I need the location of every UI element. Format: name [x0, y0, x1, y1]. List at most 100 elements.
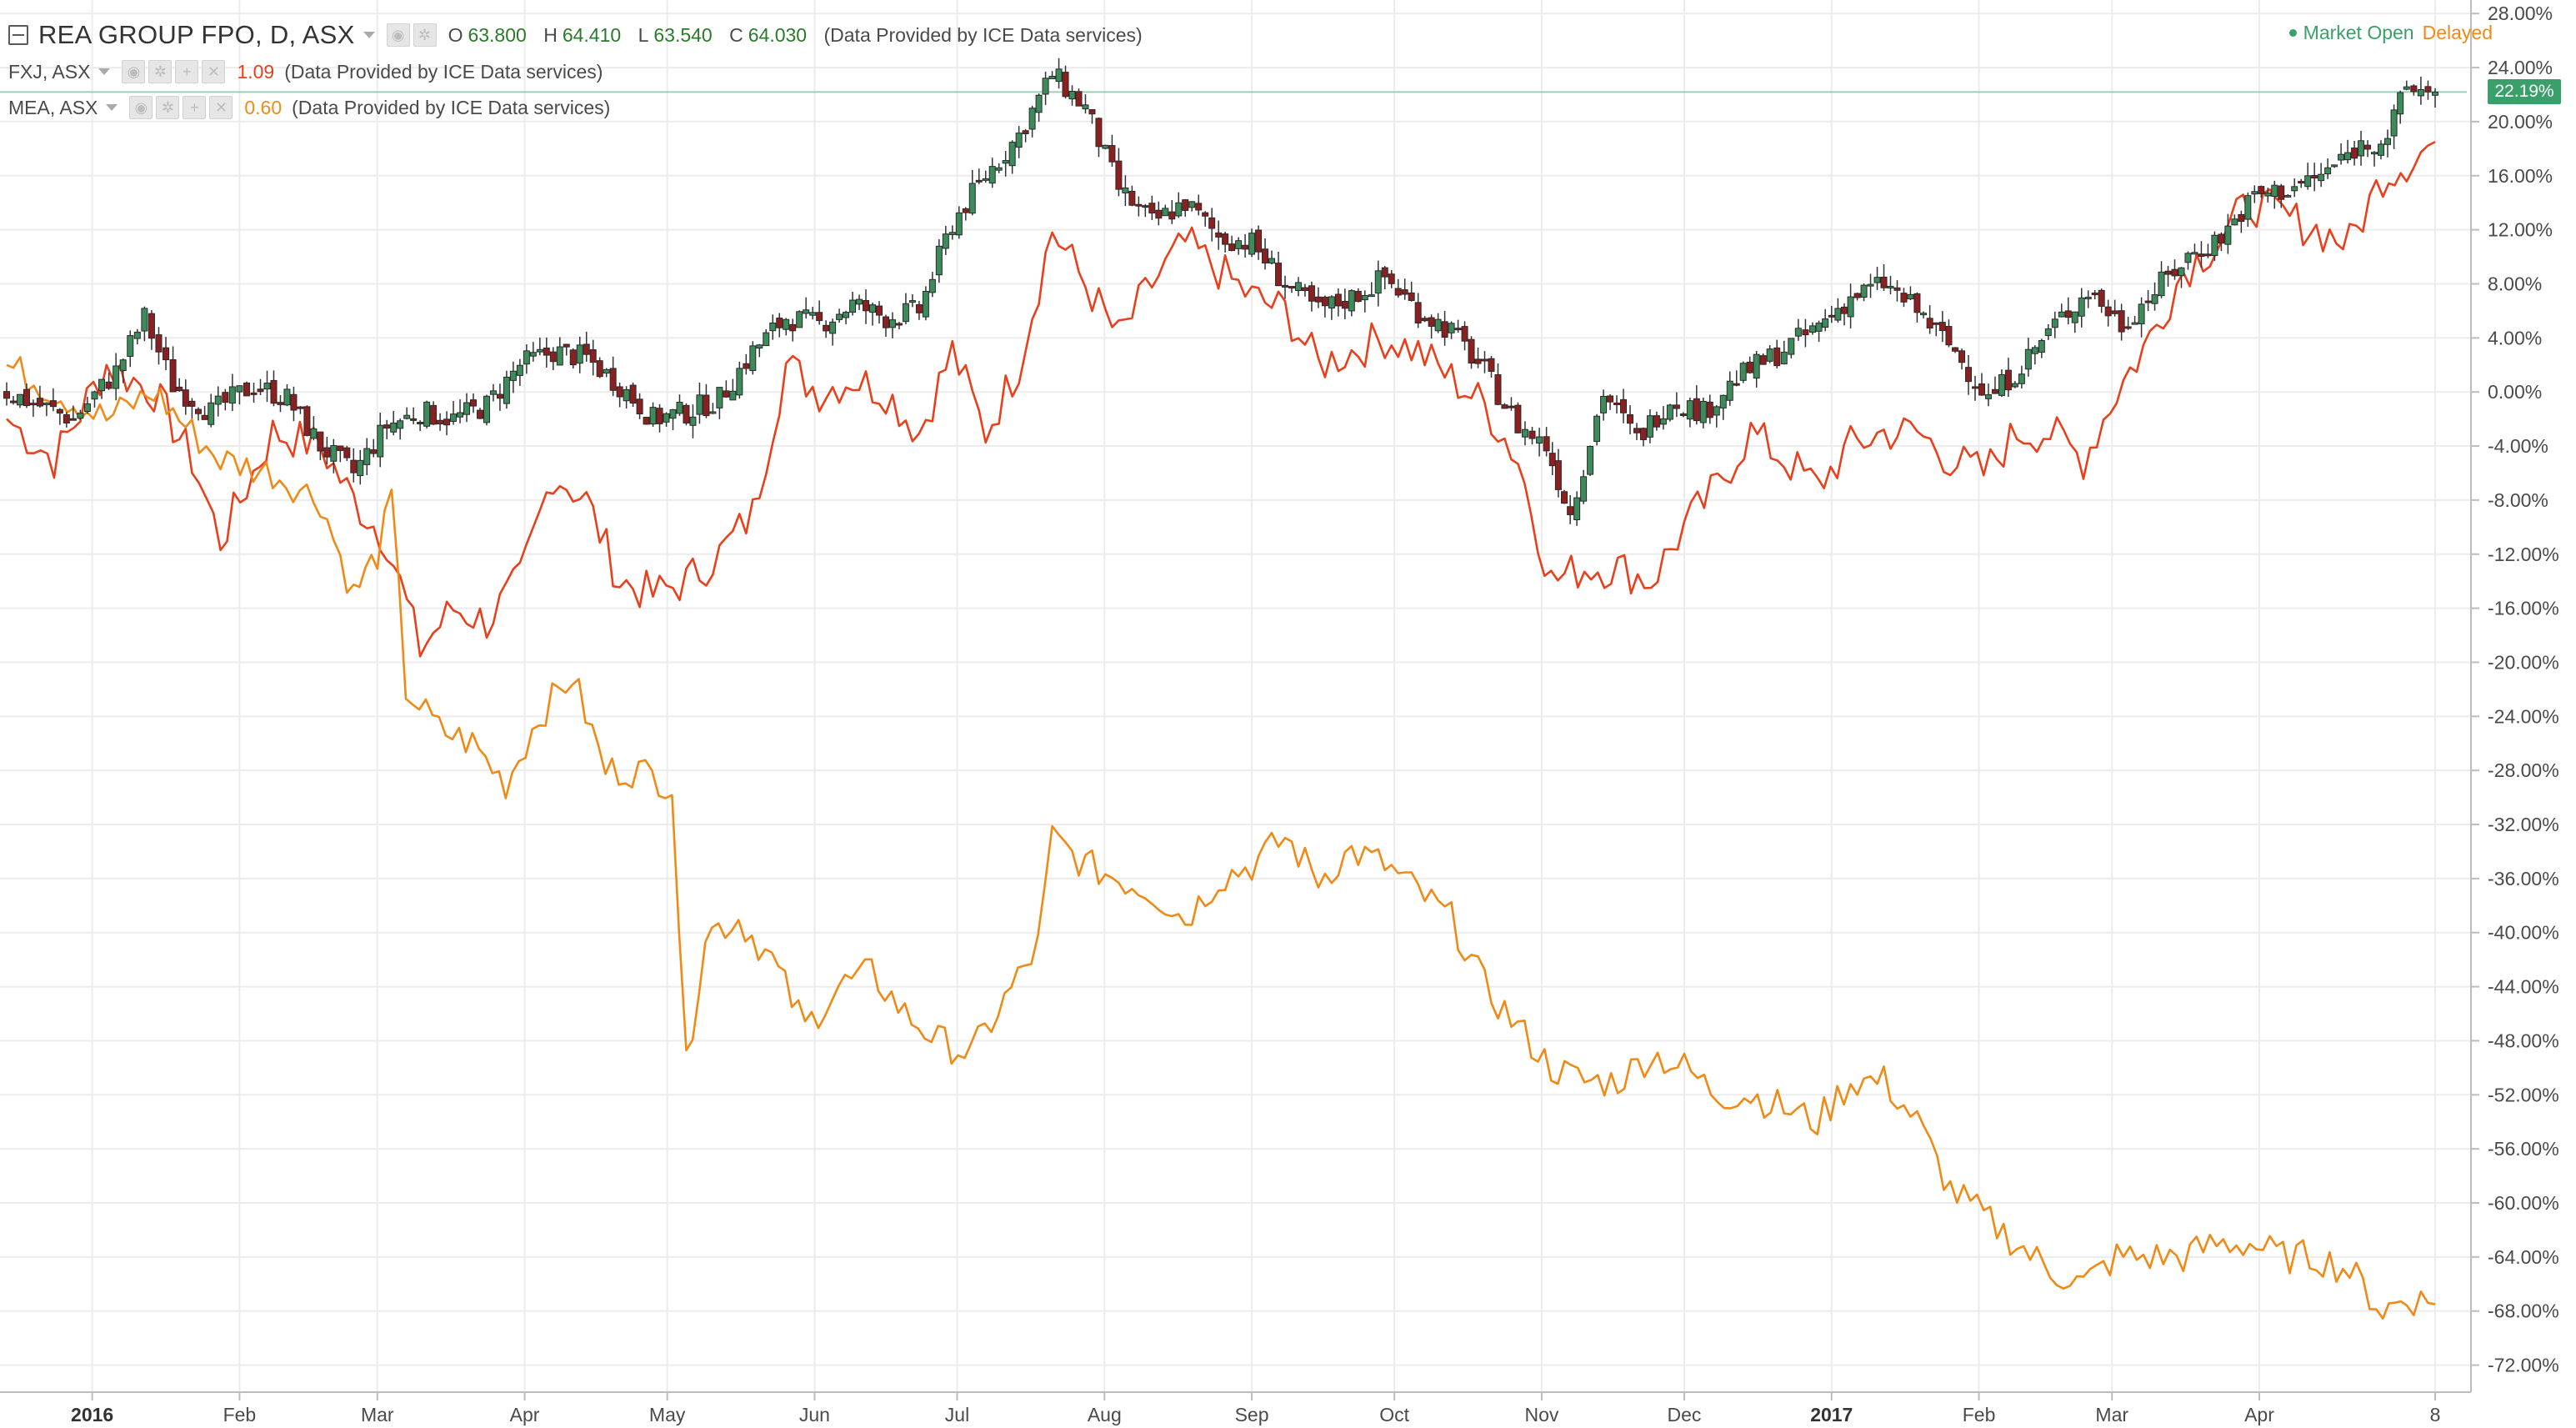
candle-body	[1341, 300, 1348, 309]
current-value-tag: 22.19%	[2488, 79, 2561, 105]
compare-symbol-label[interactable]: MEA, ASX	[8, 96, 98, 118]
eye-icon[interactable]: ◉	[122, 60, 146, 83]
candle-body	[569, 349, 577, 366]
candle-body	[1088, 109, 1096, 115]
candle-body	[1991, 388, 1998, 394]
plus-icon[interactable]: +	[175, 60, 199, 83]
price-axis[interactable]: 28.00% 24.00% 20.00% 16.00% 12.00% 8.00% 4.00%…	[2471, 3, 2559, 1376]
candle-body	[343, 447, 351, 458]
x-tick-label: Apr	[510, 1404, 540, 1425]
candle-body	[363, 448, 371, 465]
candle-body	[250, 392, 258, 395]
candle-body	[1155, 209, 1163, 219]
candle-body	[1659, 418, 1667, 425]
x-tick-label: May	[649, 1404, 686, 1425]
collapse-icon[interactable]	[8, 25, 28, 45]
candle-body	[113, 365, 120, 389]
candle-body	[2091, 292, 2098, 296]
candle-body	[1733, 383, 1740, 386]
candle-body	[457, 412, 464, 418]
close-icon[interactable]: ✕	[209, 96, 233, 119]
x-tick-label: Aug	[1088, 1404, 1122, 1425]
candle-body	[1639, 428, 1647, 440]
plus-icon[interactable]: +	[183, 96, 207, 119]
main-series-legend: REA GROUP FPO, D, ASX ◉ ✲ O 63.800 H 64.41…	[8, 18, 1143, 52]
candle-body	[1815, 323, 1823, 332]
candle-body	[1401, 289, 1408, 295]
candle-body	[1328, 296, 1335, 308]
candle-body	[2111, 310, 2118, 314]
settings-icon[interactable]: ✲	[148, 60, 173, 83]
candle-body	[1719, 394, 1727, 408]
candle-body	[1840, 306, 1848, 314]
candle-body	[796, 311, 803, 328]
x-tick-label: Jul	[945, 1404, 969, 1425]
candle-body	[643, 417, 650, 425]
eye-icon[interactable]: ◉	[129, 96, 153, 119]
candle-body	[133, 331, 141, 339]
candle-body	[1281, 284, 1288, 288]
settings-icon[interactable]: ✲	[413, 23, 437, 47]
candle-body	[1666, 404, 1673, 420]
candle-body	[1726, 380, 1733, 401]
candle-body	[576, 344, 583, 364]
candle-body	[736, 368, 743, 396]
candle-body	[2251, 191, 2258, 195]
time-axis[interactable]: 2016 Feb Mar Apr May Jun Jul Aug Sep Oct Nov Dec 201…	[71, 1392, 2440, 1425]
candle-body	[776, 318, 783, 328]
candle-body	[1334, 293, 1342, 307]
candle-body	[1374, 270, 1382, 294]
candle-body	[1543, 436, 1550, 452]
candle-body	[516, 364, 523, 376]
candle-body	[529, 352, 537, 357]
candle-body	[397, 420, 404, 429]
candle-body	[942, 233, 949, 249]
candle-body	[188, 400, 196, 407]
eye-icon[interactable]: ◉	[386, 23, 410, 47]
candle-body	[2124, 326, 2132, 329]
candle-body	[1481, 358, 1488, 362]
candle-body	[1361, 294, 1368, 301]
symbol-title[interactable]: REA GROUP FPO, D, ASX	[38, 20, 355, 49]
candle-body	[1062, 72, 1069, 98]
candle-body	[816, 312, 823, 322]
candle-body	[1607, 395, 1614, 403]
ohlc-values: O 63.800 H 64.410 L 63.540 C 64.030 (Data Pr…	[448, 24, 1143, 47]
candle-body	[2291, 186, 2298, 192]
candle-body	[2004, 369, 2012, 391]
provider-note: (Data Provided by ICE Data services)	[284, 60, 603, 83]
x-tick-label: Apr	[2244, 1404, 2274, 1425]
candle-body	[1536, 436, 1543, 444]
candle-body	[2397, 92, 2404, 115]
candle-body	[1215, 232, 1223, 238]
candle-body	[2164, 270, 2172, 275]
candle-body	[1468, 338, 1475, 364]
caret-down-icon[interactable]	[98, 68, 111, 75]
candle-body	[1354, 290, 1362, 303]
y-tick-label: -28.00%	[2488, 759, 2559, 781]
candle-body	[1673, 404, 1680, 409]
candle-body	[1255, 229, 1263, 253]
candle-body	[2424, 86, 2432, 93]
candle-body	[1834, 308, 1842, 321]
settings-icon[interactable]: ✲	[156, 96, 180, 119]
candle-body	[1108, 145, 1116, 163]
candle-body	[1022, 130, 1029, 134]
close-icon[interactable]: ✕	[202, 60, 226, 83]
candle-body	[2118, 310, 2125, 333]
candle-body	[902, 303, 909, 323]
candle-body	[1788, 338, 1795, 355]
candle-body	[1739, 363, 1747, 381]
candle-body	[2304, 175, 2312, 188]
candle-body	[756, 344, 763, 349]
candle-body	[616, 386, 623, 398]
candle-body	[323, 447, 331, 458]
candle-body	[2198, 253, 2205, 258]
caret-down-icon[interactable]	[106, 104, 118, 111]
candle-body	[1501, 404, 1508, 409]
candle-body	[583, 343, 590, 355]
line-series-fxj-asx	[6, 141, 2436, 658]
caret-down-icon[interactable]	[363, 32, 375, 38]
compare-symbol-label[interactable]: FXJ, ASX	[8, 60, 91, 83]
